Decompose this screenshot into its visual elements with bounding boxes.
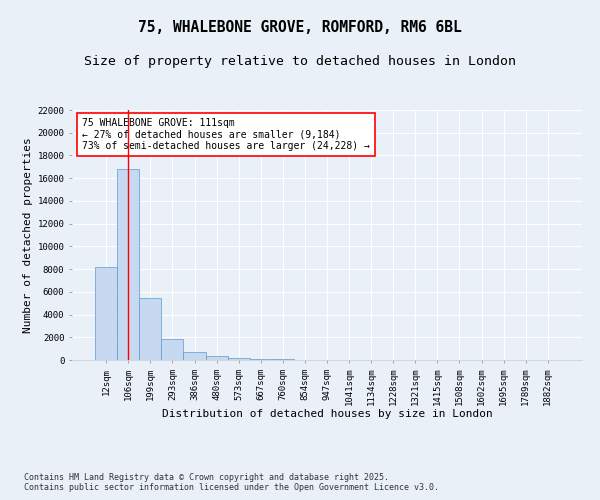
Text: Contains HM Land Registry data © Crown copyright and database right 2025.
Contai: Contains HM Land Registry data © Crown c… [24,473,439,492]
Bar [117,169,139,360]
Text: Size of property relative to detached houses in London: Size of property relative to detached ho… [84,55,516,68]
Bar [161,339,184,360]
Y-axis label: Number of detached properties: Number of detached properties [23,137,34,333]
Text: 75 WHALEBONE GROVE: 111sqm
← 27% of detached houses are smaller (9,184)
73% of s: 75 WHALEBONE GROVE: 111sqm ← 27% of deta… [82,118,370,150]
X-axis label: Distribution of detached houses by size in London: Distribution of detached houses by size … [161,410,493,420]
Bar [272,359,294,360]
Bar [139,298,161,360]
Bar [184,352,206,360]
Bar [227,358,250,360]
Bar [95,267,117,360]
Text: 75, WHALEBONE GROVE, ROMFORD, RM6 6BL: 75, WHALEBONE GROVE, ROMFORD, RM6 6BL [138,20,462,35]
Bar [250,358,272,360]
Bar [206,356,227,360]
